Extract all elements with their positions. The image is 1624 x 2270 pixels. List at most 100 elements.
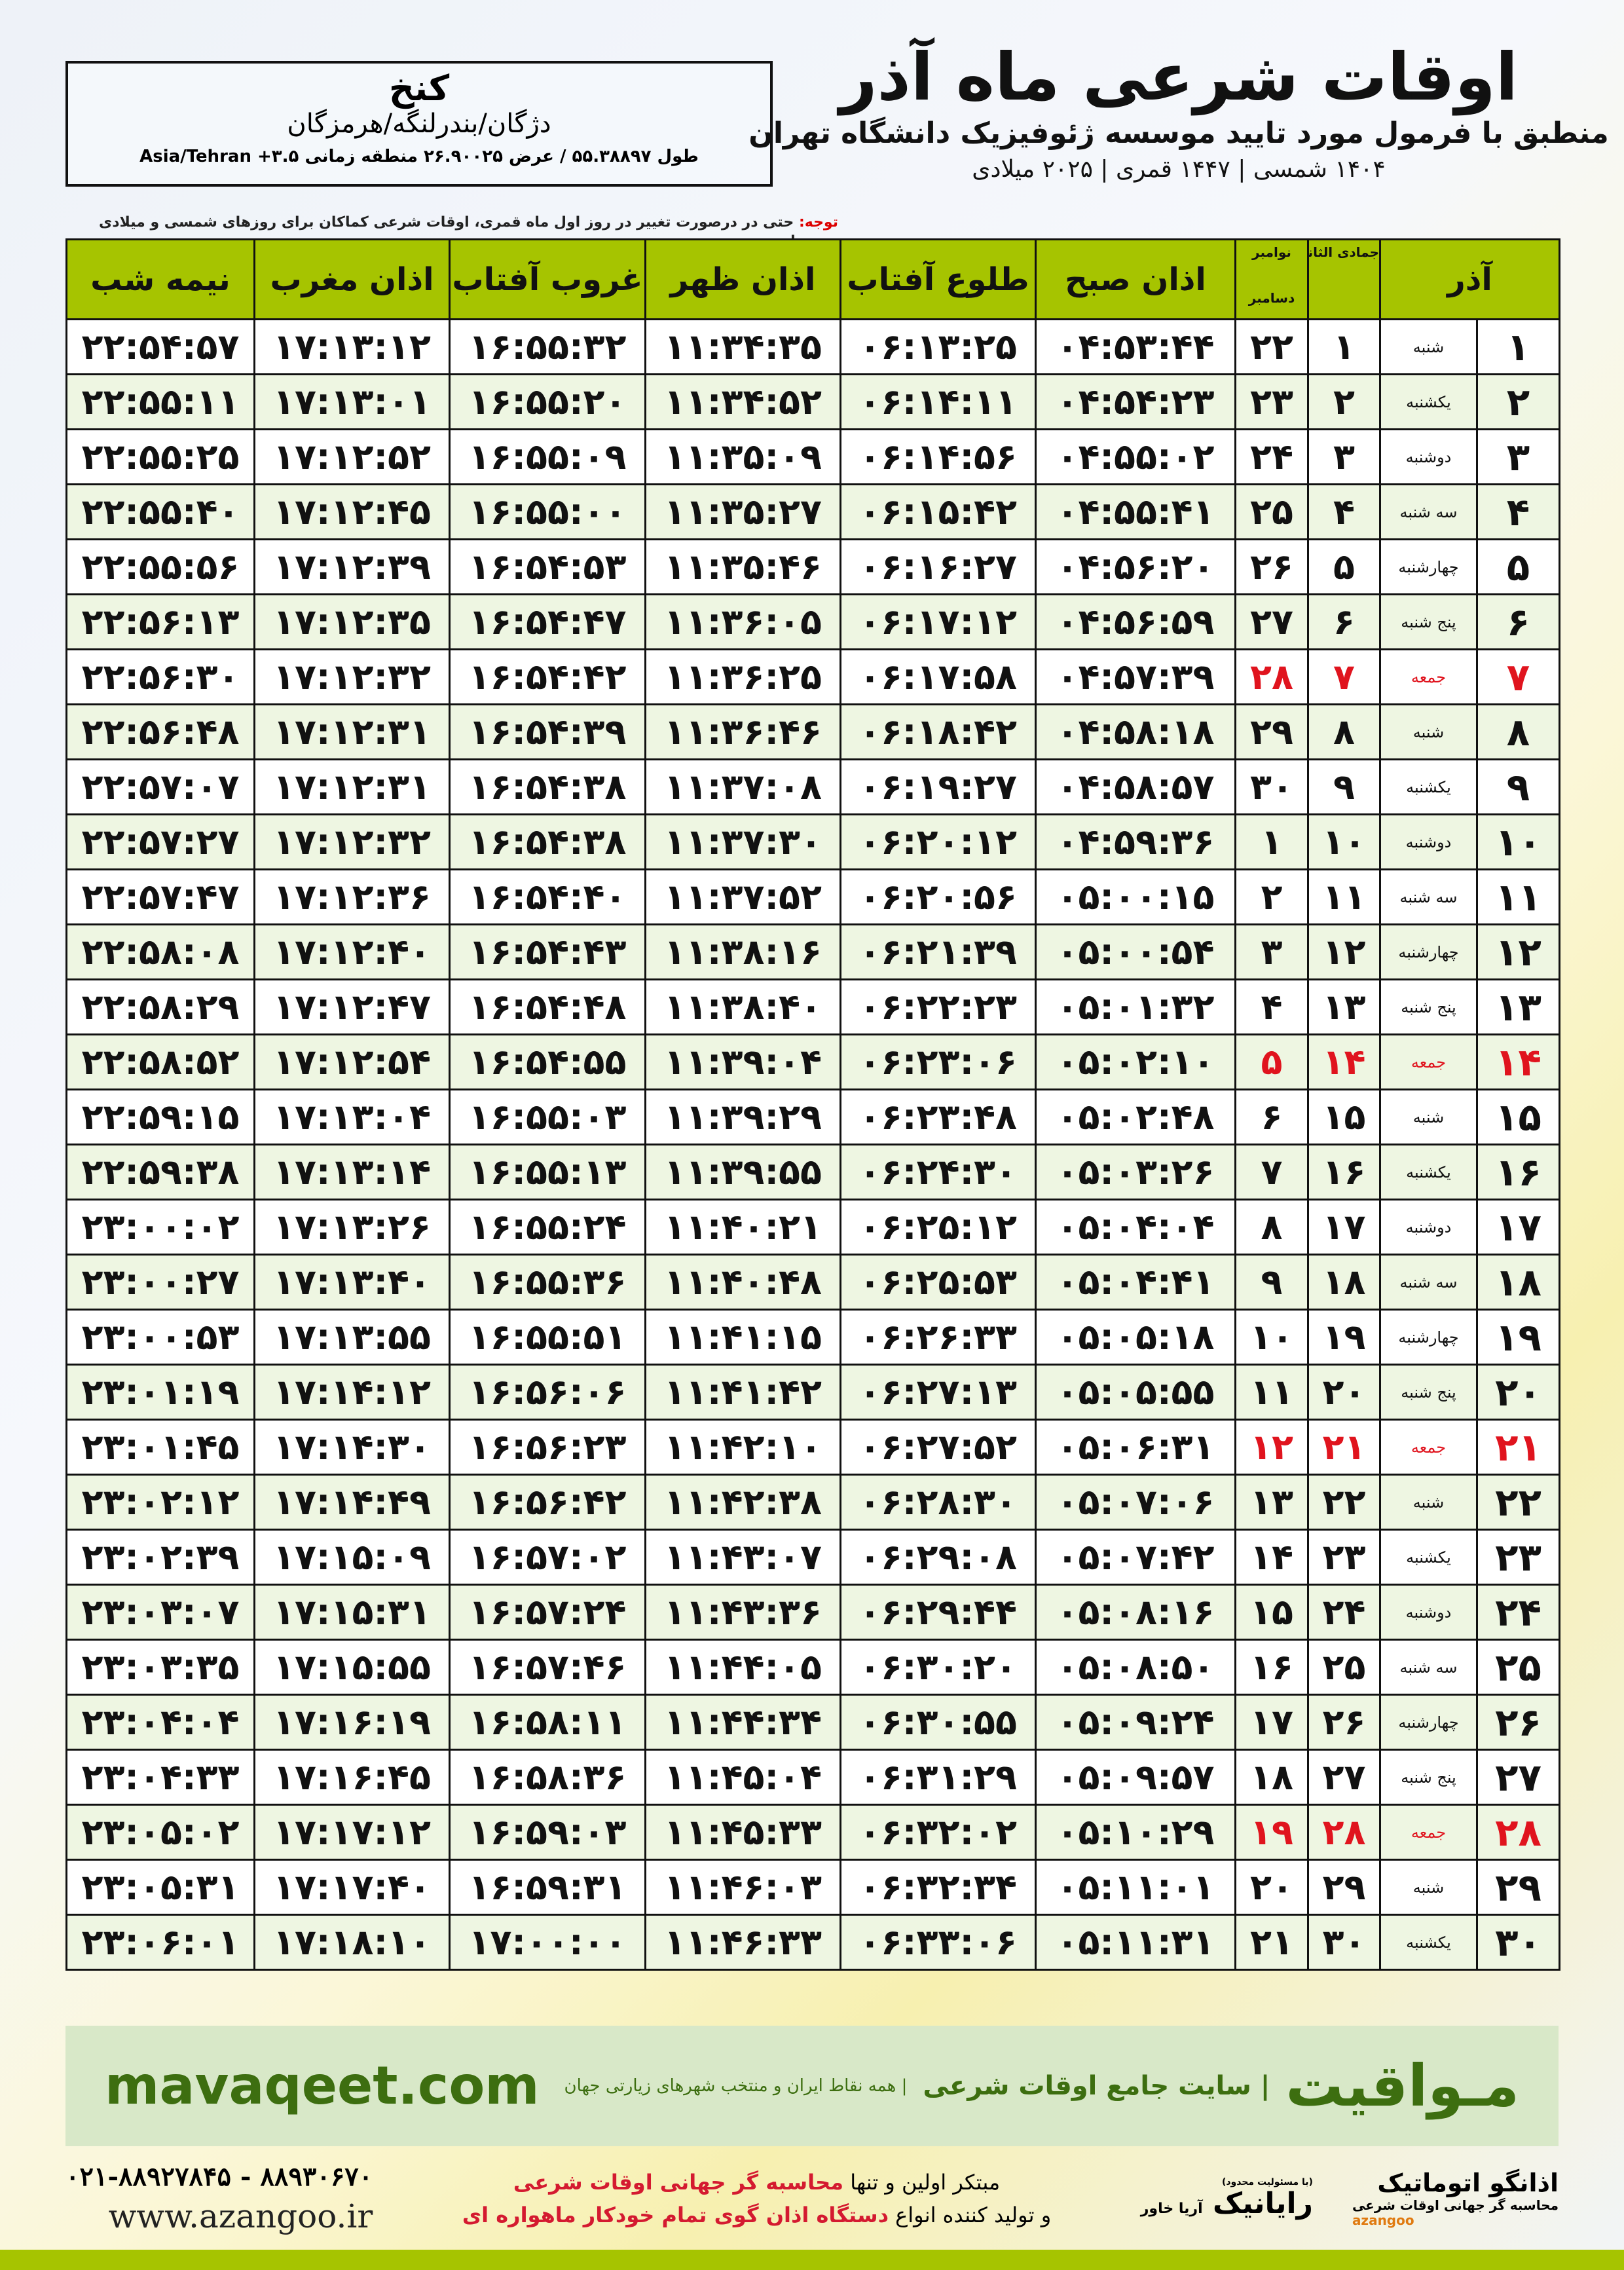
weekday: پنج شنبه	[1379, 978, 1478, 1035]
azan-sobh: ۰۴:۵۶:۲۰	[1035, 538, 1236, 595]
day-number: ۱۷	[1476, 1199, 1560, 1256]
azan-sobh: ۰۵:۰۷:۰۶	[1035, 1474, 1236, 1531]
azan-zohr: ۱۱:۴۰:۴۸	[644, 1254, 841, 1311]
nime-shab: ۲۳:۰۵:۰۲	[65, 1804, 255, 1861]
azan-maghreb: ۱۷:۱۴:۱۲	[253, 1364, 451, 1421]
azan-zohr: ۱۱:۳۶:۰۵	[644, 593, 841, 650]
nime-shab: ۲۳:۰۵:۳۱	[65, 1859, 255, 1916]
col-qamari: جمادی الثانی	[1307, 238, 1381, 320]
table-row: ۹ یکشنبه ۹ ۳۰ ۰۴:۵۸:۵۷ ۰۶:۱۹:۲۷ ۱۱:۳۷:۰۸ ۱۶:۵۴:…	[65, 758, 1560, 815]
qamari-day: ۵	[1307, 538, 1381, 595]
qamari-day: ۳	[1307, 428, 1381, 485]
ghorub: ۱۶:۵۴:۳۸	[449, 758, 646, 815]
day-number: ۸	[1476, 703, 1560, 760]
day-number: ۴	[1476, 483, 1560, 540]
logos: اذانگو اتوماتیک محاسبه گر جهانی اوقات شرع…	[1141, 2168, 1559, 2228]
year-line: ۱۴۰۴ شمسی | ۱۴۴۷ قمری | ۲۰۲۵ میلادی	[972, 155, 1386, 183]
azangoo-en: azangoo	[1352, 2212, 1414, 2228]
day-number: ۲۷	[1476, 1749, 1560, 1806]
azan-sobh: ۰۵:۰۲:۱۰	[1035, 1033, 1236, 1090]
miladi-day: ۹	[1234, 1254, 1309, 1311]
tolu: ۰۶:۲۳:۴۸	[840, 1088, 1037, 1145]
nime-shab: ۲۲:۵۹:۳۸	[65, 1144, 255, 1200]
miladi-day: ۱۳	[1234, 1474, 1309, 1531]
nime-shab: ۲۳:۰۴:۳۳	[65, 1749, 255, 1806]
azan-sobh: ۰۵:۰۰:۱۵	[1035, 868, 1236, 925]
day-number: ۳	[1476, 428, 1560, 485]
azan-maghreb: ۱۷:۱۸:۱۰	[253, 1914, 451, 1971]
tolu: ۰۶:۲۵:۱۲	[840, 1199, 1037, 1256]
weekday: سه شنبه	[1379, 1639, 1478, 1696]
table-row: ۳۰ یکشنبه ۳۰ ۲۱ ۰۵:۱۱:۳۱ ۰۶:۳۳:۰۶ ۱۱:۴۶:۳۳ ۱۷:۰…	[65, 1914, 1560, 1971]
table-row: ۲۸ جمعه ۲۸ ۱۹ ۰۵:۱۰:۲۹ ۰۶:۳۲:۰۲ ۱۱:۴۵:۳۳ ۱۶:۵۹:…	[65, 1804, 1560, 1861]
region-name: دژگان/بندرلنگه/هرمزگان	[287, 109, 551, 140]
azan-zohr: ۱۱:۴۵:۳۳	[644, 1804, 841, 1861]
weekday: دوشنبه	[1379, 1584, 1478, 1641]
day-number: ۷	[1476, 648, 1560, 705]
phone-numbers: ۰۲۱-۸۸۹۲۷۸۴۵ - ۸۸۹۳۰۶۷۰	[65, 2161, 373, 2192]
tolu: ۰۶:۱۹:۲۷	[840, 758, 1037, 815]
table-row: ۲۱ جمعه ۲۱ ۱۲ ۰۵:۰۶:۳۱ ۰۶:۲۷:۵۲ ۱۱:۴۲:۱۰ ۱۶:۵۶:…	[65, 1419, 1560, 1476]
mavaqeet-url[interactable]: mavaqeet.com	[105, 2055, 540, 2116]
nime-shab: ۲۳:۰۰:۲۷	[65, 1254, 255, 1311]
tolu: ۰۶:۱۴:۱۱	[840, 373, 1037, 430]
azan-maghreb: ۱۷:۱۲:۴۵	[253, 483, 451, 540]
qamari-day: ۲۰	[1307, 1364, 1381, 1421]
ghorub: ۱۶:۵۸:۳۶	[449, 1749, 646, 1806]
weekday: شنبه	[1379, 1088, 1478, 1145]
ghorub: ۱۶:۵۴:۴۳	[449, 923, 646, 980]
tolu: ۰۶:۱۸:۴۲	[840, 703, 1037, 760]
qamari-day: ۷	[1307, 648, 1381, 705]
tolu: ۰۶:۲۰:۵۶	[840, 868, 1037, 925]
qamari-day: ۱۹	[1307, 1309, 1381, 1366]
col-tolu: طلوع آفتاب	[840, 238, 1037, 320]
ghorub: ۱۶:۵۶:۲۳	[449, 1419, 646, 1476]
tolu: ۰۶:۲۴:۳۰	[840, 1144, 1037, 1200]
miladi-day: ۲۲	[1234, 318, 1309, 375]
azan-maghreb: ۱۷:۱۷:۱۲	[253, 1804, 451, 1861]
tolu: ۰۶:۲۷:۱۳	[840, 1364, 1037, 1421]
nime-shab: ۲۲:۵۶:۴۸	[65, 703, 255, 760]
table-row: ۲۵ سه شنبه ۲۵ ۱۶ ۰۵:۰۸:۵۰ ۰۶:۳۰:۲۰ ۱۱:۴۴:۰۵ ۱۶:…	[65, 1639, 1560, 1696]
azan-sobh: ۰۴:۵۵:۴۱	[1035, 483, 1236, 540]
col-zohr: اذان ظهر	[644, 238, 841, 320]
qamari-day: ۱	[1307, 318, 1381, 375]
qamari-day: ۲۳	[1307, 1529, 1381, 1586]
weekday: شنبه	[1379, 703, 1478, 760]
ghorub: ۱۶:۵۴:۵۳	[449, 538, 646, 595]
table-row: ۱۴ جمعه ۱۴ ۵ ۰۵:۰۲:۱۰ ۰۶:۲۳:۰۶ ۱۱:۳۹:۰۴ ۱۶:۵۴:۵…	[65, 1033, 1560, 1090]
ghorub: ۱۶:۵۷:۲۴	[449, 1584, 646, 1641]
promo-highlight: محاسبه گر جهانی اوقات شرعی	[513, 2170, 844, 2195]
tolu: ۰۶:۱۶:۲۷	[840, 538, 1037, 595]
tolu: ۰۶:۳۳:۰۶	[840, 1914, 1037, 1971]
miladi-day: ۱	[1234, 813, 1309, 870]
weekday: یکشنبه	[1379, 1144, 1478, 1200]
qamari-day: ۴	[1307, 483, 1381, 540]
tolu: ۰۶:۲۳:۰۶	[840, 1033, 1037, 1090]
weekday: جمعه	[1379, 1804, 1478, 1861]
nime-shab: ۲۳:۰۰:۰۲	[65, 1199, 255, 1256]
weekday: سه شنبه	[1379, 483, 1478, 540]
mavaqeet-brand-group: مـواقیت | سایت جامع اوقات شرعی | همه نقا…	[564, 2054, 1519, 2118]
promo-highlight: دستگاه اذان گوی تمام خودکار ماهواره ای	[462, 2203, 889, 2227]
miladi-day: ۲۰	[1234, 1859, 1309, 1916]
weekday: جمعه	[1379, 648, 1478, 705]
azangoo-website[interactable]: www.azangoo.ir	[108, 2197, 373, 2235]
qamari-day: ۳۰	[1307, 1914, 1381, 1971]
day-number: ۲۳	[1476, 1529, 1560, 1586]
azan-maghreb: ۱۷:۱۳:۰۴	[253, 1088, 451, 1145]
ghorub: ۱۶:۵۴:۴۸	[449, 978, 646, 1035]
azan-maghreb: ۱۷:۱۶:۱۹	[253, 1694, 451, 1751]
azan-sobh: ۰۵:۰۶:۳۱	[1035, 1419, 1236, 1476]
day-number: ۱۲	[1476, 923, 1560, 980]
weekday: سه شنبه	[1379, 868, 1478, 925]
azan-sobh: ۰۵:۰۰:۵۴	[1035, 923, 1236, 980]
azan-maghreb: ۱۷:۱۲:۴۷	[253, 978, 451, 1035]
azan-zohr: ۱۱:۳۴:۳۵	[644, 318, 841, 375]
ghorub: ۱۶:۵۴:۴۷	[449, 593, 646, 650]
azan-zohr: ۱۱:۳۹:۵۵	[644, 1144, 841, 1200]
azan-zohr: ۱۱:۳۵:۲۷	[644, 483, 841, 540]
miladi-day: ۱۹	[1234, 1804, 1309, 1861]
azan-maghreb: ۱۷:۱۵:۳۱	[253, 1584, 451, 1641]
azan-zohr: ۱۱:۴۳:۳۶	[644, 1584, 841, 1641]
